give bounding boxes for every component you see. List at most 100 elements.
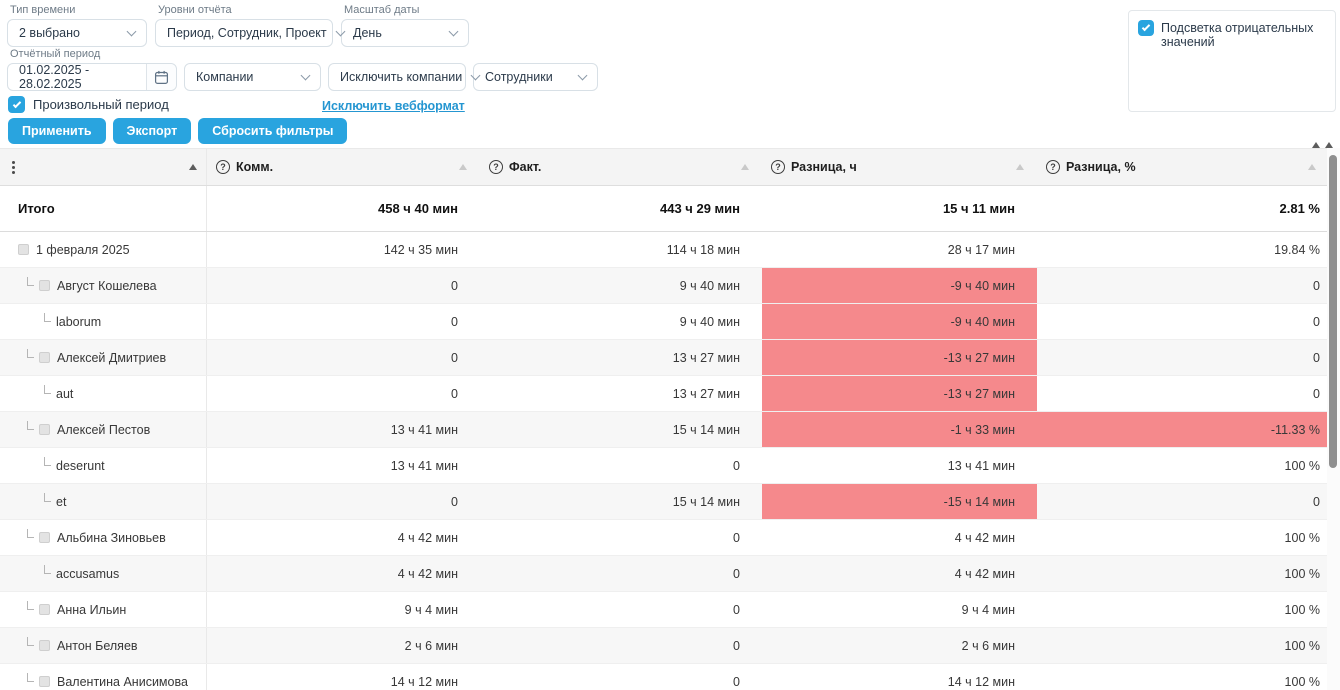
row-name-cell[interactable]: Алексей Пестов — [0, 412, 207, 447]
time-type-select[interactable]: 2 выбрано — [7, 19, 147, 47]
row-checkbox[interactable] — [39, 424, 50, 435]
cell-diff_h: -9 ч 40 мин — [762, 268, 1037, 303]
scrollbar-thumb[interactable] — [1329, 155, 1337, 468]
cell-diff_h: -1 ч 33 мин — [762, 412, 1037, 447]
cell-comm: 4 ч 42 мин — [397, 530, 458, 545]
scroll-up-icon[interactable] — [1325, 142, 1333, 148]
row-name: Валентина Анисимова — [57, 674, 188, 689]
apply-button[interactable]: Применить — [8, 118, 106, 144]
cell-comm: 0 — [451, 494, 458, 509]
sort-asc-icon[interactable] — [189, 164, 197, 170]
filter-row-2: Отчётный период 01.02.2025 - 28.02.2025 … — [7, 48, 598, 91]
sort-icon[interactable] — [1308, 164, 1316, 170]
row-name-cell[interactable]: 1 февраля 2025 — [0, 232, 207, 267]
cell-fact: 0 — [733, 566, 740, 581]
sort-icon[interactable] — [741, 164, 749, 170]
highlight-negative-panel: Подсветка отрицательных значений — [1128, 10, 1336, 112]
row-name: Алексей Пестов — [57, 422, 151, 437]
row-name-cell[interactable]: Альбина Зиновьев — [0, 520, 207, 555]
question-circle-icon[interactable]: ? — [489, 160, 503, 174]
cell-diff_h: -9 ч 40 мин — [762, 304, 1037, 339]
row-name: Август Кошелева — [57, 278, 157, 293]
tree-connector-icon — [44, 313, 51, 322]
row-name: accusamus — [56, 566, 120, 581]
cell-diff_pct: 100 % — [1284, 638, 1320, 653]
table-row: Антон Беляев 2 ч 6 мин 0 2 ч 6 мин 100 % — [0, 628, 1340, 664]
header-diff-percent-column: ? Разница, % — [1037, 149, 1340, 185]
cell-fact: 114 ч 18 мин — [666, 242, 740, 257]
sort-icon[interactable] — [1016, 164, 1024, 170]
header-diff-hours-column: ? Разница, ч — [762, 149, 1037, 185]
sort-icon[interactable] — [459, 164, 467, 170]
cell-diff_h: 28 ч 17 мин — [947, 242, 1015, 257]
cell-comm: 0 — [451, 314, 458, 329]
scroll-up-icon[interactable] — [1312, 142, 1320, 148]
row-checkbox[interactable] — [39, 604, 50, 615]
row-name-cell[interactable]: Алексей Дмитриев — [0, 340, 207, 375]
cell-diff_pct: 100 % — [1284, 530, 1320, 545]
cell-fact: 13 ч 27 мин — [672, 386, 740, 401]
highlight-negative-checkbox[interactable] — [1138, 20, 1154, 36]
tree-connector-icon — [44, 565, 51, 574]
cell-fact: 9 ч 40 мин — [679, 278, 740, 293]
cell-comm: 142 ч 35 мин — [383, 242, 458, 257]
exclude-webformat-link[interactable]: Исключить вебформат — [322, 99, 465, 113]
row-checkbox[interactable] — [39, 640, 50, 651]
custom-period-checkbox[interactable] — [8, 96, 25, 113]
row-name-cell[interactable]: Анна Ильин — [0, 592, 207, 627]
row-name: Алексей Дмитриев — [57, 350, 167, 365]
tree-connector-icon — [44, 457, 51, 466]
row-name-cell[interactable]: Август Кошелева — [0, 268, 207, 303]
header-comm-column: ? Комм. — [207, 149, 480, 185]
row-name: Альбина Зиновьев — [57, 530, 166, 545]
row-checkbox[interactable] — [39, 280, 50, 291]
report-levels-select[interactable]: Период, Сотрудник, Проект — [155, 19, 346, 47]
custom-period-label: Произвольный период — [33, 97, 169, 112]
date-scale-label: Масштаб даты — [344, 4, 420, 16]
cell-fact: 0 — [733, 602, 740, 617]
cell-comm: 9 ч 4 мин — [404, 602, 458, 617]
row-name-cell[interactable]: laborum — [0, 304, 207, 339]
filter-row-1: Тип времени 2 выбрано Уровни отчёта Пери… — [7, 4, 469, 47]
table-row: Итого 458 ч 40 мин 443 ч 29 мин 15 ч 11 мин… — [0, 186, 1340, 232]
kebab-vertical-icon[interactable] — [10, 159, 17, 176]
question-circle-icon[interactable]: ? — [771, 160, 785, 174]
employees-select[interactable]: Сотрудники — [473, 63, 598, 91]
cell-diff_pct: 0 — [1313, 386, 1320, 401]
cell-comm: 13 ч 41 мин — [390, 458, 458, 473]
row-checkbox[interactable] — [39, 532, 50, 543]
question-circle-icon[interactable]: ? — [216, 160, 230, 174]
row-name-cell[interactable]: et — [0, 484, 207, 519]
cell-fact: 15 ч 14 мин — [672, 422, 740, 437]
reset-filters-button[interactable]: Сбросить фильтры — [198, 118, 348, 144]
calendar-icon[interactable] — [146, 64, 176, 90]
tree-connector-icon — [44, 385, 51, 394]
table-row: Валентина Анисимова 14 ч 12 мин 0 14 ч 12 м… — [0, 664, 1340, 690]
cell-diff_h: 13 ч 41 мин — [947, 458, 1015, 473]
row-name-cell[interactable]: Антон Беляев — [0, 628, 207, 663]
row-name-cell[interactable]: aut — [0, 376, 207, 411]
chevron-down-icon — [300, 70, 311, 80]
time-type-field: Тип времени 2 выбрано — [7, 4, 147, 47]
export-button[interactable]: Экспорт — [112, 118, 192, 144]
table-row: Август Кошелева 0 9 ч 40 мин -9 ч 40 мин 0 — [0, 268, 1340, 304]
row-checkbox[interactable] — [18, 244, 29, 255]
row-name-cell[interactable]: deserunt — [0, 448, 207, 483]
table-row: Анна Ильин 9 ч 4 мин 0 9 ч 4 мин 100 % — [0, 592, 1340, 628]
row-checkbox[interactable] — [39, 676, 50, 687]
vertical-scrollbar[interactable] — [1327, 148, 1340, 690]
question-circle-icon[interactable]: ? — [1046, 160, 1060, 174]
row-name: Итого — [18, 201, 55, 216]
date-scale-select[interactable]: День — [341, 19, 469, 47]
row-name-cell[interactable]: accusamus — [0, 556, 207, 591]
cell-diff_h: -15 ч 14 мин — [762, 484, 1037, 519]
companies-select[interactable]: Компании — [184, 63, 321, 91]
row-name-cell[interactable]: Валентина Анисимова — [0, 664, 207, 690]
header-diff-hours-label: Разница, ч — [791, 160, 857, 174]
exclude-companies-select[interactable]: Исключить компании — [328, 63, 481, 91]
cell-diff_pct: 100 % — [1284, 566, 1320, 581]
employees-value: Сотрудники — [485, 70, 553, 84]
row-checkbox[interactable] — [39, 352, 50, 363]
report-period-input[interactable]: 01.02.2025 - 28.02.2025 — [7, 63, 177, 91]
